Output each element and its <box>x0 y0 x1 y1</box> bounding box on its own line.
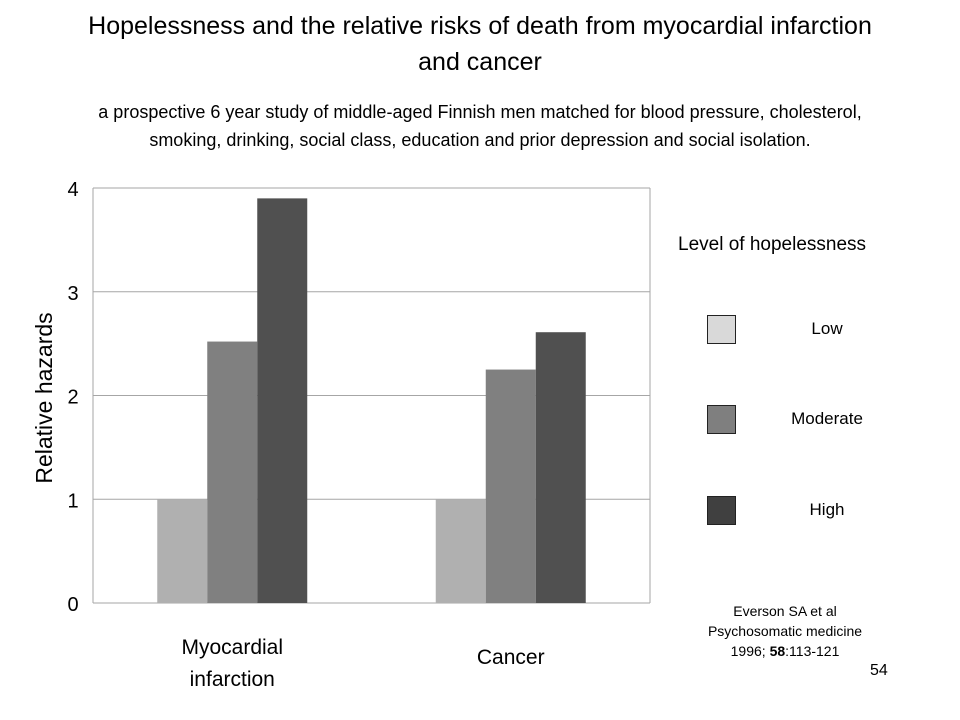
bar-moderate-1 <box>485 369 536 603</box>
legend-swatch-moderate <box>707 405 736 434</box>
title-line-2: and cancer <box>418 48 542 76</box>
bar-low-1 <box>435 499 486 603</box>
legend-label-low: Low <box>811 319 843 338</box>
chart-subtitle: a prospective 6 year study of middle-age… <box>0 98 960 154</box>
y-tick-label-0: 0 <box>67 594 78 616</box>
citation-authors: Everson SA et al <box>733 603 837 619</box>
x-category-label-1-0: Cancer <box>477 646 545 669</box>
x-category-label-0-0: Myocardial <box>181 636 283 659</box>
page-number: 54 <box>870 662 888 679</box>
citation-year: 1996; <box>730 643 770 659</box>
y-tick-label-4: 4 <box>67 179 78 201</box>
citation-volume: 58 <box>769 643 786 659</box>
chart-title: Hopelessness and the relative risks of d… <box>0 8 960 80</box>
subtitle-line-1: a prospective 6 year study of middle-age… <box>98 102 862 122</box>
subtitle-line-2: smoking, drinking, social class, educati… <box>149 130 811 150</box>
y-tick-label-2: 2 <box>67 387 78 409</box>
legend-label-high: High <box>809 500 845 519</box>
legend-title: Level of hopelessness <box>678 234 867 255</box>
legend-swatch-high <box>707 496 736 525</box>
bar-moderate-0 <box>207 341 258 603</box>
bar-high-1 <box>535 332 586 603</box>
citation: Everson SA et al Psychosomatic medicine … <box>690 601 880 661</box>
bar-high-0 <box>257 198 308 603</box>
citation-reference: 1996; 58:113-121 <box>690 641 880 661</box>
bar-low-0 <box>157 499 208 603</box>
x-category-label-0-1: infarction <box>190 668 275 691</box>
legend-label-moderate: Moderate <box>791 409 863 428</box>
title-line-1: Hopelessness and the relative risks of d… <box>88 12 872 40</box>
y-axis-label: Relative hazards <box>31 312 57 483</box>
legend-swatch-low <box>707 315 736 344</box>
y-tick-label-1: 1 <box>67 490 78 512</box>
citation-journal: Psychosomatic medicine <box>707 623 863 639</box>
citation-pages: :113-121 <box>785 643 840 659</box>
y-tick-label-3: 3 <box>67 283 78 305</box>
